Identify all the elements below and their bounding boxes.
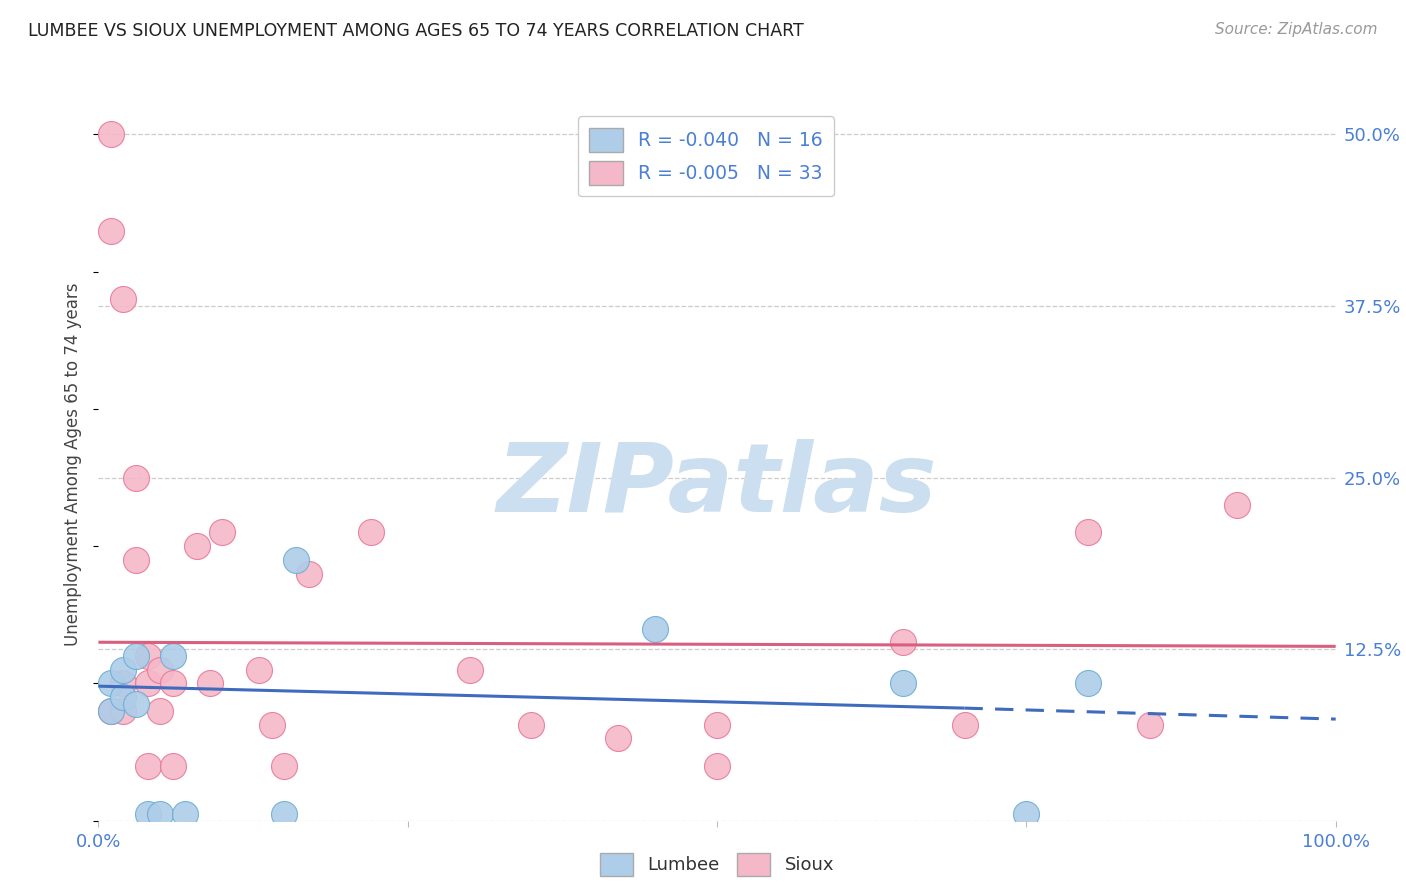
Text: ZIPatlas: ZIPatlas xyxy=(496,439,938,532)
Point xyxy=(136,676,159,690)
Point xyxy=(891,676,914,690)
Point xyxy=(112,676,135,690)
Point xyxy=(891,635,914,649)
Point xyxy=(298,566,321,581)
Point xyxy=(1015,806,1038,821)
Point xyxy=(458,663,481,677)
Point xyxy=(162,758,184,772)
Point xyxy=(706,758,728,772)
Point xyxy=(149,704,172,718)
Point xyxy=(273,758,295,772)
Point xyxy=(136,648,159,663)
Point xyxy=(149,663,172,677)
Point xyxy=(260,717,283,731)
Point xyxy=(360,525,382,540)
Point xyxy=(607,731,630,746)
Point xyxy=(706,717,728,731)
Text: Source: ZipAtlas.com: Source: ZipAtlas.com xyxy=(1215,22,1378,37)
Point xyxy=(136,758,159,772)
Text: LUMBEE VS SIOUX UNEMPLOYMENT AMONG AGES 65 TO 74 YEARS CORRELATION CHART: LUMBEE VS SIOUX UNEMPLOYMENT AMONG AGES … xyxy=(28,22,804,40)
Point xyxy=(174,806,197,821)
Point xyxy=(112,292,135,306)
Point xyxy=(1077,525,1099,540)
Y-axis label: Unemployment Among Ages 65 to 74 years: Unemployment Among Ages 65 to 74 years xyxy=(65,282,83,646)
Point xyxy=(100,223,122,237)
Point xyxy=(124,470,146,484)
Point xyxy=(136,806,159,821)
Point xyxy=(112,663,135,677)
Legend: Lumbee, Sioux: Lumbee, Sioux xyxy=(593,846,841,883)
Point xyxy=(100,676,122,690)
Point xyxy=(1139,717,1161,731)
Point xyxy=(124,697,146,711)
Point xyxy=(124,553,146,567)
Point xyxy=(100,128,122,142)
Point xyxy=(1226,498,1249,512)
Point xyxy=(247,663,270,677)
Point xyxy=(1077,676,1099,690)
Point xyxy=(211,525,233,540)
Point xyxy=(953,717,976,731)
Point xyxy=(520,717,543,731)
Point xyxy=(273,806,295,821)
Point xyxy=(285,553,308,567)
Point xyxy=(186,539,208,553)
Point xyxy=(198,676,221,690)
Point xyxy=(644,622,666,636)
Point xyxy=(100,704,122,718)
Point xyxy=(112,704,135,718)
Point xyxy=(162,676,184,690)
Point xyxy=(124,648,146,663)
Point xyxy=(149,806,172,821)
Point xyxy=(100,704,122,718)
Point xyxy=(162,648,184,663)
Point xyxy=(112,690,135,705)
